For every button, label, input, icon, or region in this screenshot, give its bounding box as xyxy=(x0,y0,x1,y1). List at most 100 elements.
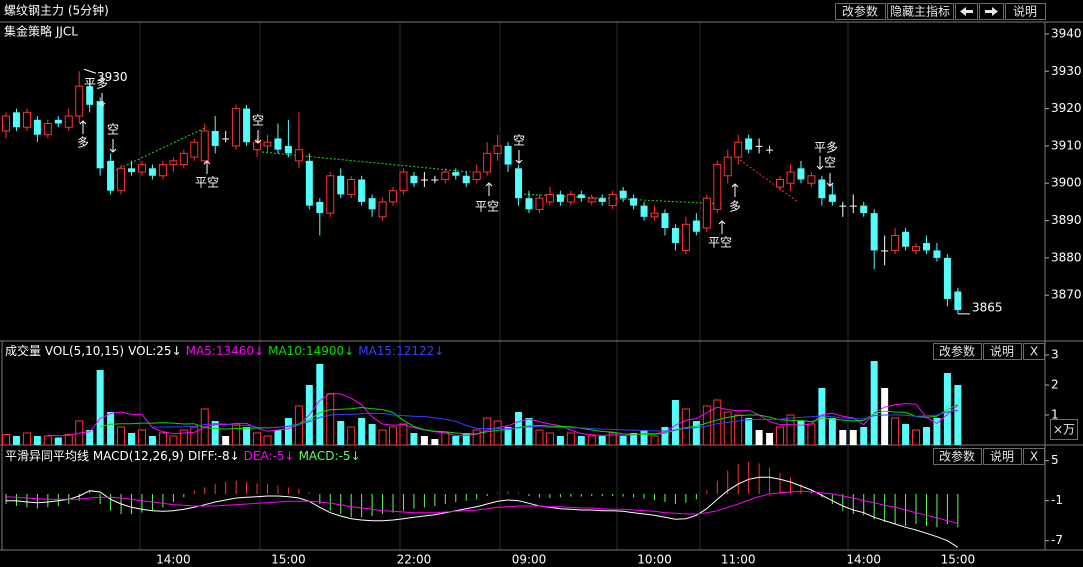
candle-body xyxy=(253,141,262,151)
button-frame[interactable] xyxy=(1023,448,1045,465)
volume-bar xyxy=(891,417,900,446)
button-label[interactable]: 隐藏主指标 xyxy=(890,4,950,19)
candle-body xyxy=(556,194,564,202)
signal-label: 空 xyxy=(252,114,264,128)
volume-bar xyxy=(43,435,52,446)
button-frame[interactable] xyxy=(983,343,1022,360)
button-frame[interactable] xyxy=(887,3,954,20)
volume-bar xyxy=(525,418,533,445)
volume-bar xyxy=(776,426,785,446)
button-label[interactable]: 改参数 xyxy=(939,344,975,359)
volume-bar xyxy=(284,418,292,445)
button-label[interactable]: X xyxy=(1030,345,1038,359)
candle-body xyxy=(462,175,470,184)
button-label[interactable]: X xyxy=(1030,450,1038,464)
volume-bar xyxy=(263,435,272,446)
volume-header: 成交量 VOL(5,10,15) VOL:25↓ MA5:13460↓ MA10:14… xyxy=(5,343,444,358)
button[interactable]: X xyxy=(1023,343,1045,360)
x-tick-label: 09:00 xyxy=(512,553,547,567)
unit-frame xyxy=(1050,419,1078,440)
button[interactable]: 说明 xyxy=(1005,3,1046,20)
candle-body xyxy=(922,242,930,251)
y-tick-label: 3910 xyxy=(1051,138,1082,152)
button[interactable]: 改参数 xyxy=(835,3,886,20)
candle-body xyxy=(472,171,481,181)
button[interactable]: X xyxy=(1023,448,1045,465)
volume-bar xyxy=(943,373,951,445)
candle-body xyxy=(713,164,722,210)
button[interactable]: 说明 xyxy=(983,343,1022,360)
button-label[interactable]: 说明 xyxy=(1013,4,1037,19)
candle-body xyxy=(619,190,627,199)
arrow-right-icon[interactable] xyxy=(985,7,998,16)
volume-bar xyxy=(535,429,544,446)
button[interactable]: 隐藏主指标 xyxy=(887,3,954,20)
button-frame[interactable] xyxy=(1023,343,1045,360)
volume-bar xyxy=(128,433,136,445)
legend-entry: DEA:-5↓ xyxy=(244,449,295,463)
candle-body xyxy=(12,112,20,128)
arrow-left-icon[interactable] xyxy=(960,7,973,16)
volume-bar xyxy=(786,414,795,446)
x-tick-label: 14:00 xyxy=(156,553,191,567)
button-label[interactable]: 改参数 xyxy=(842,4,878,19)
low-label: 3865 xyxy=(972,300,1003,314)
window-title: 螺纹钢主力 (5分钟) xyxy=(4,3,109,18)
volume-bar xyxy=(420,436,428,445)
candle-body xyxy=(441,171,450,181)
candle-body xyxy=(243,108,251,143)
candle-body xyxy=(723,156,732,177)
button-frame[interactable] xyxy=(1005,3,1046,20)
signal-arrow xyxy=(109,139,117,153)
y-tick-label: 3920 xyxy=(1051,101,1082,115)
candle-body xyxy=(200,130,209,162)
candle-body xyxy=(86,86,94,105)
trend-line xyxy=(261,151,471,173)
volume-bar xyxy=(190,426,199,446)
volume-bar xyxy=(640,430,648,445)
candle-body xyxy=(818,179,826,199)
volume-bar xyxy=(545,432,554,446)
volume-bar xyxy=(818,388,826,445)
button-label[interactable]: 说明 xyxy=(990,449,1014,464)
candle-body xyxy=(389,190,398,203)
button-label[interactable]: 改参数 xyxy=(939,449,975,464)
button-frame[interactable] xyxy=(983,448,1022,465)
button[interactable]: 说明 xyxy=(983,448,1022,465)
prev-button[interactable] xyxy=(955,3,978,20)
signal-label: 平多 xyxy=(84,77,108,91)
candle-body xyxy=(807,175,816,184)
ma-line xyxy=(99,404,959,435)
volume-bar xyxy=(515,412,523,445)
y-tick-label: 3880 xyxy=(1051,250,1082,264)
volume-bar xyxy=(577,436,585,445)
next-button[interactable] xyxy=(979,3,1004,20)
button-frame[interactable] xyxy=(933,448,982,465)
volume-bar xyxy=(650,435,659,446)
button[interactable]: 改参数 xyxy=(933,343,982,360)
volume-bar xyxy=(493,420,502,446)
candle-body xyxy=(22,111,31,128)
candle-body xyxy=(2,115,10,132)
candle-body xyxy=(640,205,648,217)
candle-body xyxy=(535,197,544,210)
button-label[interactable]: 说明 xyxy=(990,344,1014,359)
volume-bar xyxy=(137,429,146,446)
volume-bar xyxy=(33,436,41,445)
volume-bar xyxy=(253,432,262,446)
candle-body xyxy=(316,201,324,214)
button-frame[interactable] xyxy=(835,3,886,20)
volume-bar xyxy=(441,432,450,446)
candle-body xyxy=(158,164,167,177)
candle-body xyxy=(347,179,356,195)
signal-label: 多 xyxy=(77,136,89,150)
button[interactable]: 改参数 xyxy=(933,448,982,465)
signal-arrow xyxy=(826,173,834,187)
candle-body xyxy=(702,197,711,229)
signal-arrow xyxy=(515,150,523,164)
button-frame[interactable] xyxy=(933,343,982,360)
volume-bar xyxy=(713,399,722,446)
y-tick-label: -1 xyxy=(1051,493,1063,507)
volume-bar xyxy=(169,435,178,446)
signal-arrow xyxy=(718,220,726,234)
